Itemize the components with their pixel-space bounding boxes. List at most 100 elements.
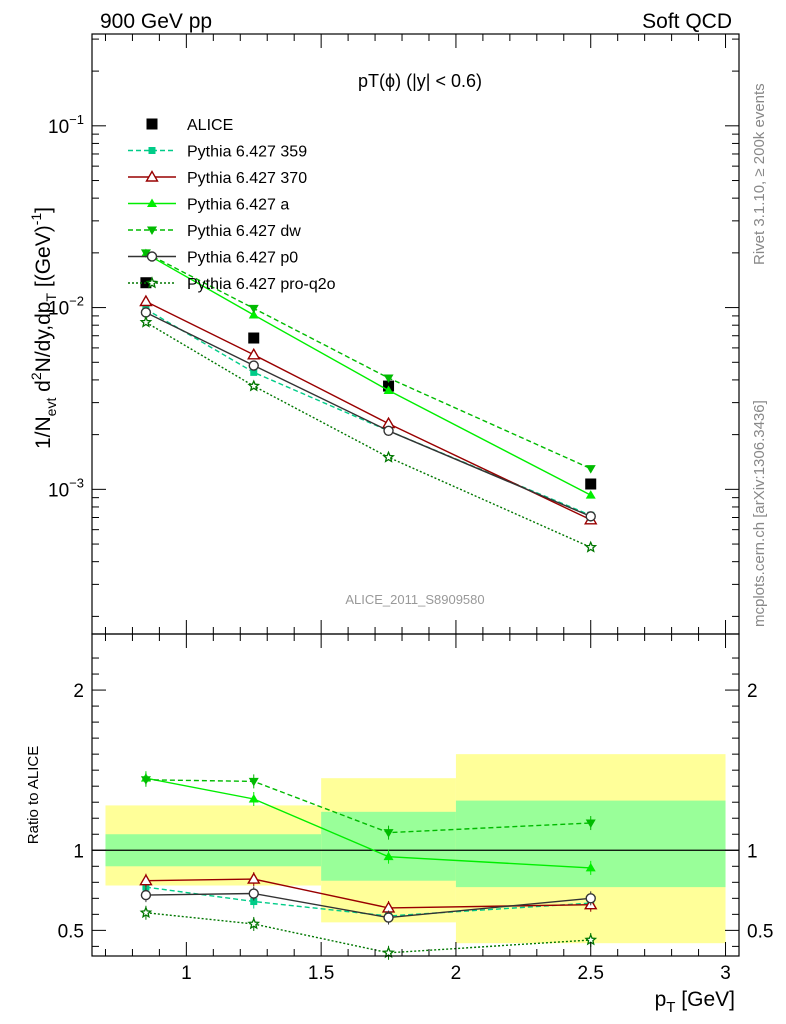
main-y-label-text: 1/Nevt d2N/dy,dpT [(GeV)-1] bbox=[28, 207, 59, 449]
ratio-axis-ticks: 0.5 0.5 1 1 2 2 1 1.5 2 2.5 3 bbox=[58, 634, 773, 984]
point-pdw bbox=[383, 374, 394, 383]
ratio-point-pp0 bbox=[248, 888, 259, 899]
legend: ALICE Pythia 6.427 359 Pythia 6.427 370 Pyt… bbox=[128, 117, 336, 293]
x-tick-label: 2.5 bbox=[578, 963, 604, 984]
point-p370 bbox=[139, 294, 153, 307]
ratio-panel: 0.5 0.5 1 1 2 2 1 1.5 2 2.5 3 Ratio to ALICE pT [G… bbox=[25, 633, 773, 1016]
legend-marker-data bbox=[146, 118, 158, 130]
ratio-point-p359 bbox=[250, 898, 258, 906]
point-pq2o bbox=[382, 450, 395, 463]
ratio-point-pp0 bbox=[585, 893, 596, 904]
legend-marker-pq2o bbox=[145, 276, 159, 289]
ratio-line-pa bbox=[145, 777, 591, 869]
series-p359 bbox=[142, 305, 595, 519]
point-pa bbox=[383, 385, 394, 394]
point-pp0 bbox=[248, 360, 259, 371]
legend-item-pdw: Pythia 6.427 dw bbox=[128, 223, 301, 240]
ratio-series-pp0 bbox=[140, 886, 596, 925]
ratio-y-tick-label: 0.5 bbox=[58, 921, 84, 942]
legend-label-p370: Pythia 6.427 370 bbox=[187, 170, 307, 187]
ratio-point-pa bbox=[248, 794, 259, 803]
series-line-pq2o bbox=[145, 321, 591, 548]
y-tick-label: 10−2 bbox=[48, 294, 84, 320]
x-tick-label: 1.5 bbox=[308, 963, 334, 984]
series-line-pp0 bbox=[145, 311, 591, 518]
legend-label-pp0: Pythia 6.427 p0 bbox=[187, 250, 298, 267]
ratio-series-pdw bbox=[140, 772, 596, 840]
y-tick-label: 10−1 bbox=[48, 112, 84, 138]
series-pp0 bbox=[140, 307, 596, 522]
ratio-plot-content bbox=[92, 754, 739, 960]
main-y-axis-label: 1/Nevt d2N/dy,dpT [(GeV)-1] bbox=[28, 207, 59, 449]
series-line-p359 bbox=[145, 308, 591, 516]
legend-label-pa: Pythia 6.427 a bbox=[187, 197, 289, 214]
main-plot-content bbox=[139, 248, 598, 553]
series-line-pa bbox=[145, 253, 592, 496]
legend-item-pp0: Pythia 6.427 p0 bbox=[128, 250, 298, 267]
ratio-line-pp0 bbox=[145, 892, 591, 919]
series-line-p370 bbox=[145, 300, 592, 521]
point-pp0 bbox=[140, 307, 152, 318]
legend-label-data: ALICE bbox=[187, 117, 233, 134]
legend-marker-p370 bbox=[145, 170, 159, 182]
point-data bbox=[585, 478, 597, 490]
legend-marker-pa bbox=[147, 198, 157, 207]
ratio-point-pdw bbox=[585, 819, 596, 829]
ratio-point-pa bbox=[585, 862, 596, 872]
plot-title: pT(ϕ) (|y| < 0.6) bbox=[358, 71, 482, 91]
ratio-y-axis-label: Ratio to ALICE bbox=[25, 746, 42, 844]
ratio-line-pdw bbox=[145, 779, 591, 834]
point-pdw bbox=[585, 465, 596, 474]
ratio-line-pq2o bbox=[145, 912, 591, 954]
point-p359 bbox=[250, 368, 258, 376]
legend-item-p370: Pythia 6.427 370 bbox=[128, 170, 307, 187]
point-pdw bbox=[248, 304, 259, 314]
legend-item-p359: Pythia 6.427 359 bbox=[128, 144, 307, 161]
legend-label-pq2o: Pythia 6.427 pro-q2o bbox=[187, 276, 336, 293]
x-axis-label: pT [GeV] bbox=[655, 988, 735, 1016]
series-line-pdw bbox=[145, 252, 591, 470]
ratio-line-p359 bbox=[145, 886, 591, 917]
point-pq2o bbox=[139, 315, 153, 328]
x-tick-label: 1 bbox=[181, 963, 192, 984]
ratio-y-tick-label-right: 2 bbox=[747, 681, 758, 702]
ratio-point-p370 bbox=[139, 873, 153, 886]
legend-item-data: ALICE bbox=[146, 117, 233, 134]
ratio-point-pdw bbox=[383, 829, 394, 838]
point-data bbox=[248, 332, 260, 344]
series-data bbox=[140, 277, 597, 490]
legend-item-pq2o: Pythia 6.427 pro-q2o bbox=[128, 276, 336, 293]
ratio-point-pdw bbox=[140, 776, 151, 785]
x-tick-label: 3 bbox=[720, 963, 731, 984]
ratio-point-pq2o bbox=[382, 946, 395, 959]
series-pdw bbox=[140, 249, 596, 474]
analysis-id-label: ALICE_2011_S8909580 bbox=[345, 592, 484, 607]
point-pa bbox=[248, 310, 259, 319]
legend-label-pdw: Pythia 6.427 dw bbox=[187, 223, 301, 240]
ratio-point-pq2o bbox=[139, 905, 153, 919]
point-pa bbox=[585, 490, 596, 499]
point-pp0 bbox=[383, 425, 394, 436]
mcplots-source-label: mcplots.cern.ch [arXiv:1306.3436] bbox=[751, 400, 768, 627]
legend-item-pa: Pythia 6.427 a bbox=[128, 197, 289, 214]
ratio-point-pdw bbox=[248, 777, 259, 787]
main-axis-ticks: 10−1 10−2 10−3 bbox=[48, 34, 739, 634]
legend-marker-p359 bbox=[148, 147, 156, 154]
ratio-point-p370 bbox=[247, 872, 261, 884]
ratio-y-tick-label-right: 1 bbox=[747, 841, 758, 862]
ratio-y-tick-label-right: 0.5 bbox=[747, 921, 773, 942]
point-pp0 bbox=[585, 511, 596, 522]
point-pdw bbox=[140, 249, 151, 258]
legend-marker-pp0 bbox=[146, 251, 158, 262]
rivet-version-label: Rivet 3.1.10, ≥ 200k events bbox=[751, 83, 768, 265]
collision-label: 900 GeV pp bbox=[100, 10, 212, 33]
category-label: Soft QCD bbox=[642, 10, 732, 33]
x-tick-label: 2 bbox=[451, 963, 462, 984]
uncertainty-band-stat bbox=[321, 811, 456, 881]
ratio-point-pp0 bbox=[383, 912, 394, 923]
ratio-line-p370 bbox=[145, 878, 591, 909]
series-pq2o bbox=[139, 315, 598, 553]
ratio-point-pa bbox=[383, 851, 394, 861]
ratio-point-pp0 bbox=[140, 889, 152, 901]
